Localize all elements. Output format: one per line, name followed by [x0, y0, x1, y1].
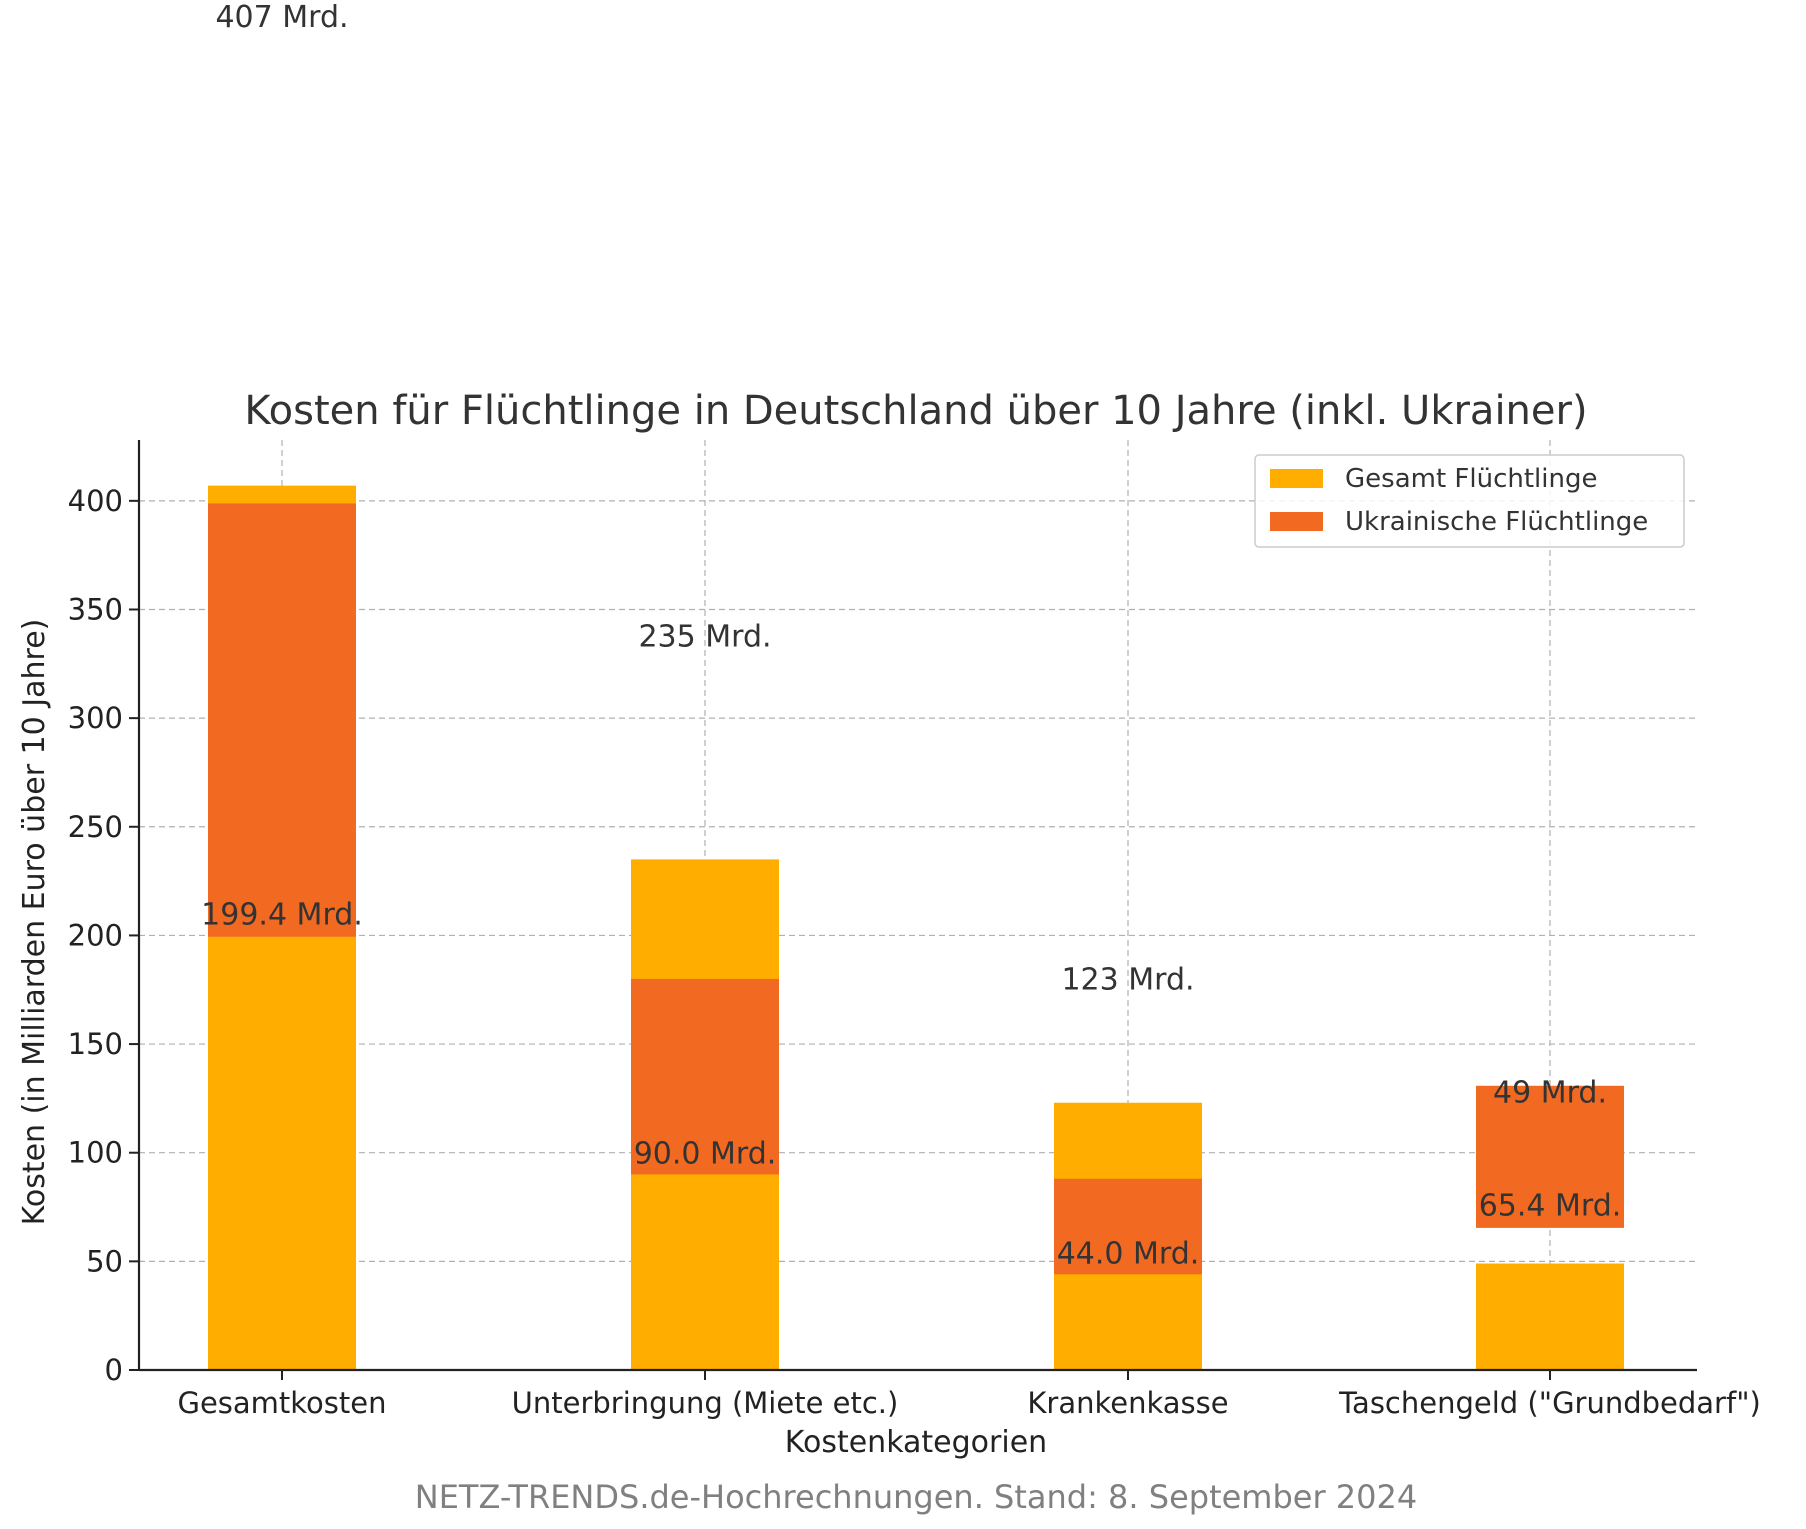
y-axis-label: Kosten (in Milliarden Euro über 10 Jahre…	[17, 619, 52, 1226]
x-tick-label: Unterbringung (Miete etc.)	[512, 1386, 899, 1420]
data-label: 65.4 Mrd.	[1479, 1189, 1622, 1224]
y-tick-label: 250	[68, 810, 123, 844]
data-label: 90.0 Mrd.	[634, 1137, 777, 1172]
y-tick-label: 300	[68, 701, 123, 735]
axes	[137, 440, 1697, 1372]
y-tick-label: 0	[105, 1353, 123, 1387]
ticks: 0 50 100 150 200 250 300 350 400 Gesamtkosten Unte…	[68, 484, 1761, 1420]
bar-ukraine-0	[208, 503, 356, 937]
legend-swatch-gesamt	[1270, 469, 1323, 488]
footnote: NETZ-TRENDS.de-Hochrechnungen. Stand: 8.…	[415, 1478, 1417, 1516]
x-tick-label: Krankenkasse	[1027, 1386, 1228, 1420]
bar-ukraine-1	[631, 978, 779, 1175]
x-axis-label: Kostenkategorien	[785, 1425, 1047, 1460]
bars	[208, 485, 1624, 1370]
legend-frame	[1254, 454, 1685, 548]
legend: Gesamt Flüchtlinge Ukrainische Flüchtlin…	[1254, 454, 1685, 548]
bar-ukraine-3	[1476, 1085, 1624, 1228]
x-tick-label: Gesamtkosten	[177, 1386, 386, 1420]
y-tick-label: 400	[68, 484, 123, 518]
data-label: 199.4 Mrd.	[201, 898, 363, 933]
legend-label-ukraine: Ukrainische Flüchtlinge	[1345, 507, 1648, 537]
y-tick-label: 100	[68, 1136, 123, 1170]
y-tick-label: 150	[68, 1027, 123, 1061]
x-tick-label: Taschengeld ("Grundbedarf")	[1338, 1386, 1761, 1420]
legend-label-gesamt: Gesamt Flüchtlinge	[1345, 464, 1597, 494]
data-label: 49 Mrd.	[1493, 1076, 1607, 1111]
data-label: 407 Mrd.	[215, 0, 348, 35]
y-tick-label: 200	[68, 918, 123, 952]
data-label: 123 Mrd.	[1061, 963, 1194, 998]
y-tick-label: 350	[68, 592, 123, 626]
y-tick-label: 50	[86, 1244, 123, 1278]
bar-gesamt-3	[1476, 1263, 1624, 1370]
data-label: 44.0 Mrd.	[1057, 1237, 1200, 1272]
data-label: 235 Mrd.	[638, 619, 771, 654]
legend-swatch-ukraine	[1270, 512, 1323, 531]
grid	[139, 440, 1697, 1370]
bar-ukraine-2	[1054, 1178, 1202, 1275]
data-labels: 407 Mrd. 235 Mrd. 123 Mrd. 49 Mrd. 199.4 Mrd…	[201, 0, 1621, 1271]
chart-title: Kosten für Flüchtlinge in Deutschland üb…	[244, 388, 1587, 434]
